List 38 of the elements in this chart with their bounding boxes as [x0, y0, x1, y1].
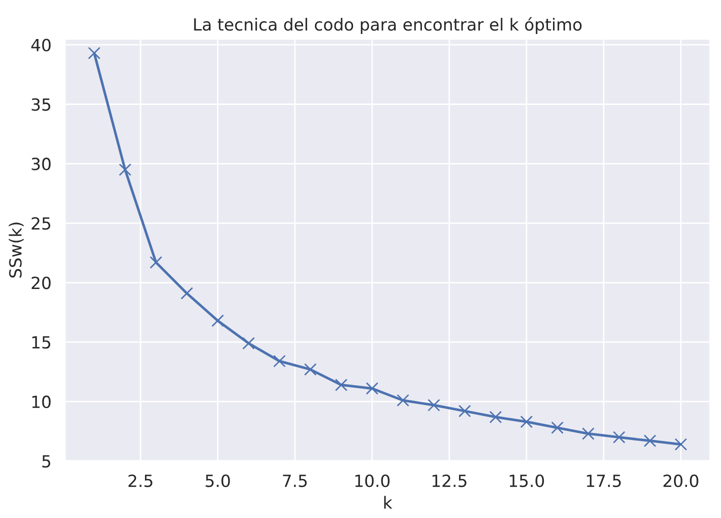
y-tick-label: 15 [32, 336, 50, 349]
x-tick-label: 20.0 [664, 474, 698, 488]
point [180, 287, 194, 300]
point [644, 434, 656, 448]
y-tick-label: 30 [32, 158, 51, 170]
point [582, 427, 594, 440]
point [88, 46, 100, 60]
point [304, 363, 317, 376]
y-axis-title: SSw(k) [8, 222, 24, 278]
point [396, 394, 410, 407]
x-tick-label: 2.5 [128, 474, 152, 488]
point [150, 256, 162, 269]
y-tick-label: 5 [42, 455, 50, 468]
y-tick-label: 20 [32, 276, 51, 290]
y-tick-label: 25 [32, 217, 50, 230]
x-tick-label: 7.5 [283, 474, 307, 488]
point [366, 382, 378, 395]
point [612, 430, 626, 444]
point [334, 378, 348, 392]
x-tick-label: 5.0 [206, 474, 230, 488]
x-tick-label: 10.0 [355, 474, 390, 488]
point [551, 421, 564, 434]
y-tick-label: 35 [32, 98, 50, 111]
x-tick-label: 17.5 [586, 474, 621, 488]
chart-title: La tecnica del codo para encontrar el k óptimo [194, 17, 582, 34]
point [520, 416, 533, 428]
point [242, 337, 255, 350]
y-tick-label: 10 [32, 396, 51, 408]
x-axis-title: k [384, 496, 392, 509]
point [118, 163, 132, 176]
point [674, 438, 688, 451]
point [489, 410, 502, 424]
y-tick-label: 40 [31, 38, 51, 52]
point [273, 354, 286, 368]
x-tick-label: 15.0 [510, 474, 544, 488]
x-tick-label: 12.5 [432, 474, 466, 488]
point [428, 398, 440, 412]
point [458, 404, 471, 418]
